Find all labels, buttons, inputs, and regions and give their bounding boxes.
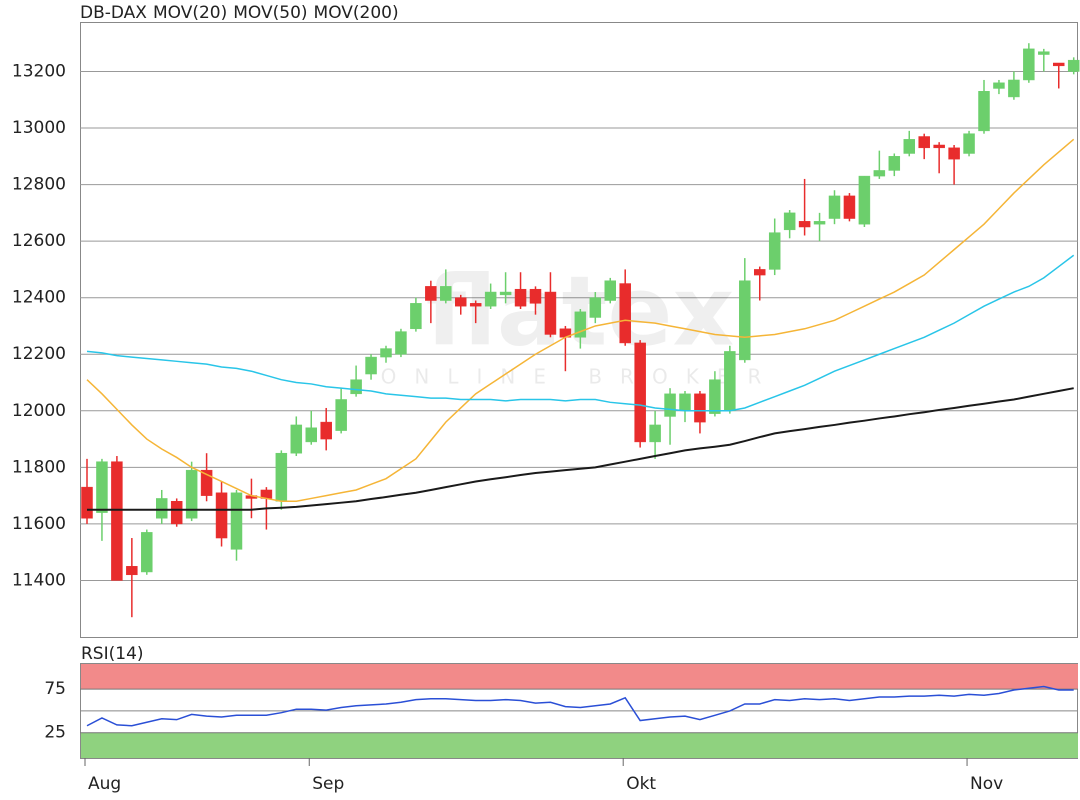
y-tick-label: 11600 bbox=[12, 514, 66, 534]
candle-body bbox=[783, 212, 796, 231]
candle-body bbox=[709, 379, 721, 414]
y-tick-label: 12000 bbox=[12, 401, 66, 421]
x-tick-label: Okt bbox=[626, 774, 656, 794]
y-tick-label: 25 bbox=[44, 723, 66, 743]
candle-body bbox=[634, 342, 646, 443]
candle-body bbox=[918, 136, 930, 149]
candle-body bbox=[126, 566, 138, 576]
y-tick-label: 12200 bbox=[12, 344, 66, 364]
candle-body bbox=[843, 195, 856, 219]
y-tick-label: 11800 bbox=[12, 457, 66, 477]
candle-body bbox=[948, 147, 960, 160]
moving-average-line bbox=[87, 387, 1074, 511]
candle-body bbox=[529, 288, 542, 304]
legend: DB-DAX MOV(20) MOV(50) MOV(200) bbox=[80, 3, 399, 23]
moving-average-line bbox=[86, 138, 1075, 503]
candle-body bbox=[185, 469, 198, 519]
candle-body bbox=[410, 303, 422, 330]
candle-body bbox=[978, 91, 990, 132]
x-tick-label: Nov bbox=[970, 774, 1003, 794]
candle-body bbox=[694, 393, 706, 423]
candle-body bbox=[724, 351, 736, 412]
y-tick-label: 11400 bbox=[12, 570, 66, 590]
candle-body bbox=[589, 297, 602, 318]
candle-body bbox=[440, 286, 452, 301]
candle-body bbox=[858, 175, 871, 225]
candle-body bbox=[499, 291, 512, 296]
candle-body bbox=[96, 461, 108, 513]
candle-body bbox=[739, 280, 751, 361]
candle-body bbox=[170, 501, 183, 525]
candle-body bbox=[305, 427, 317, 443]
candle-body bbox=[350, 379, 362, 395]
rsi-title: RSI(14) bbox=[81, 644, 144, 664]
candle-body bbox=[798, 221, 811, 228]
candle-body bbox=[1053, 62, 1065, 67]
candle-body bbox=[873, 170, 886, 177]
candle-body bbox=[544, 291, 557, 335]
candle-body bbox=[395, 331, 407, 355]
candle-body bbox=[335, 399, 347, 431]
candle-body bbox=[290, 424, 303, 454]
candle-body bbox=[933, 144, 945, 149]
candle-body bbox=[903, 139, 915, 154]
candle-body bbox=[320, 421, 332, 440]
x-tick-label: Sep bbox=[312, 774, 344, 794]
candle-body bbox=[1008, 79, 1020, 98]
candle-body bbox=[425, 286, 437, 301]
legend-entry: MOV(20) bbox=[153, 3, 227, 23]
candle-body bbox=[754, 269, 766, 276]
y-tick-label: 13200 bbox=[12, 61, 66, 81]
candle-body bbox=[813, 221, 826, 225]
candle-body bbox=[230, 492, 243, 550]
y-tick-label: 12800 bbox=[12, 175, 66, 195]
candle-body bbox=[455, 297, 467, 307]
candle-body bbox=[1067, 59, 1080, 72]
candle-body bbox=[81, 486, 93, 519]
x-tick-label: Aug bbox=[88, 774, 121, 794]
legend-entry: MOV(200) bbox=[314, 3, 399, 23]
candle-body bbox=[469, 303, 482, 307]
candle-body bbox=[604, 280, 616, 301]
candle-body bbox=[141, 532, 153, 573]
candle-body bbox=[828, 195, 841, 219]
candle-body bbox=[1038, 51, 1050, 55]
candle-body bbox=[993, 82, 1005, 89]
candle-body bbox=[963, 133, 975, 154]
y-tick-label: 12600 bbox=[12, 231, 66, 251]
rsi-line bbox=[86, 685, 1074, 727]
legend-entry: DB-DAX bbox=[80, 3, 147, 23]
candle-body bbox=[768, 232, 781, 270]
candle-body bbox=[275, 452, 288, 502]
candle-body bbox=[200, 469, 213, 496]
moving-average-line bbox=[86, 254, 1075, 412]
candle-body bbox=[111, 461, 123, 581]
y-tick-label: 13000 bbox=[12, 118, 66, 138]
legend-entry: MOV(50) bbox=[233, 3, 307, 23]
candle-body bbox=[888, 156, 901, 171]
candle-body bbox=[649, 424, 661, 443]
candle-body bbox=[664, 393, 676, 417]
watermark-subtitle: ONLINE BROKER bbox=[381, 365, 780, 389]
candle-body bbox=[365, 356, 377, 375]
candle-body bbox=[215, 492, 228, 539]
candle-body bbox=[514, 288, 527, 307]
candle-body bbox=[1023, 48, 1035, 81]
candle-body bbox=[484, 291, 497, 307]
candle-body bbox=[574, 311, 587, 338]
candle-body bbox=[619, 283, 631, 344]
candle-body bbox=[156, 498, 168, 519]
candle-body bbox=[380, 348, 392, 358]
overbought-band bbox=[81, 664, 1078, 690]
candle-body bbox=[679, 393, 691, 412]
y-tick-label: 75 bbox=[44, 679, 66, 699]
oversold-band bbox=[81, 732, 1078, 758]
y-tick-label: 12400 bbox=[12, 288, 66, 308]
